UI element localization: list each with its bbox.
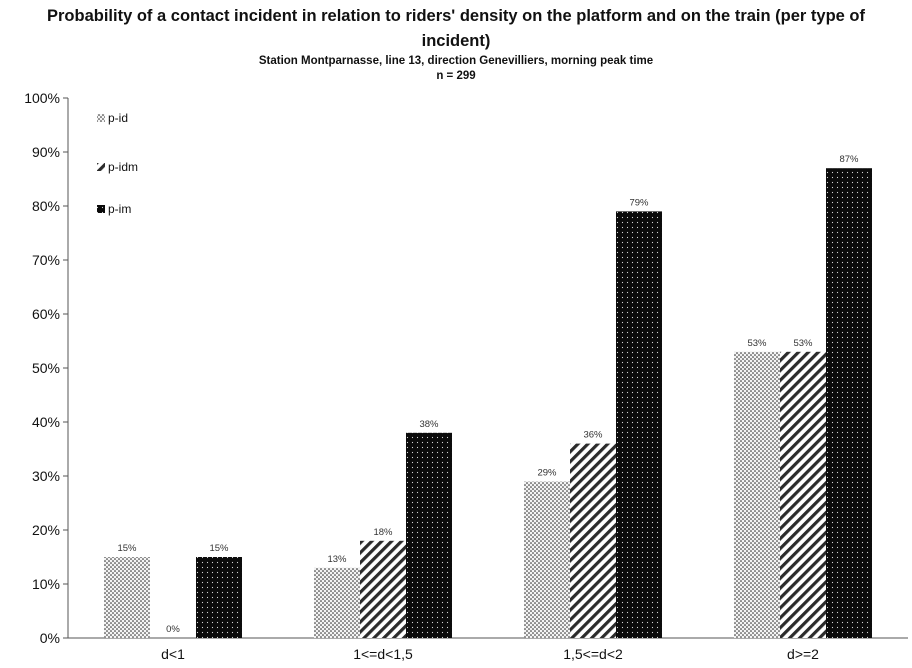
bar-p-idm [360,540,406,638]
data-label: 15% [117,543,137,554]
bar-p-im [406,432,452,638]
legend-swatch-p-id [97,114,105,122]
bar-p-idm [780,351,826,638]
legend: p-id p-idm p-im [97,111,138,216]
y-tick-label: 30% [32,468,60,484]
data-label: 38% [419,419,439,430]
y-tick-label: 100% [24,90,60,106]
bar-p-id [104,557,150,638]
legend-label-p-im: p-im [108,202,131,216]
data-label: 36% [583,430,603,441]
data-label: 79% [629,197,649,208]
chart-titles: Probability of a contact incident in rel… [0,0,912,84]
data-label: 87% [839,154,859,165]
data-label: 53% [747,338,767,349]
legend-swatch-p-im [97,205,105,213]
data-label: 53% [793,338,813,349]
chart-title: Probability of a contact incident in rel… [47,7,865,50]
bars: 15% 0% 15% 13% 18% 38% 29% 36% 79% 53% 53% 87% [104,154,872,638]
axes: 0% 10% 20% 30% 40% 50% 60% 70% 80% 90% 100% d<1 1<=d… [24,90,908,662]
chart-subtitle-line-1: Station Montparnasse, line 13, direction… [258,55,654,67]
chart-subtitle-line-2: n = 299 [436,70,476,82]
y-tick-label: 20% [32,522,60,538]
bar-p-im [196,557,242,638]
data-label: 0% [166,624,180,635]
legend-swatch-p-idm [97,163,105,171]
legend-label-p-idm: p-idm [108,160,138,174]
data-label: 13% [327,554,347,565]
x-tick-label: 1,5<=d<2 [563,646,623,662]
y-tick-label: 40% [32,414,60,430]
bar-p-idm [570,443,616,638]
bar-p-id [314,567,360,638]
x-tick-label: d>=2 [787,646,819,662]
data-label: 18% [373,527,393,538]
y-tick-label: 10% [32,576,60,592]
y-tick-label: 60% [32,306,60,322]
y-tick-label: 90% [32,144,60,160]
bar-p-id [734,351,780,638]
y-tick-label: 50% [32,360,60,376]
legend-label-p-id: p-id [108,111,128,125]
bar-p-id [524,481,570,638]
data-label: 29% [537,467,557,478]
bar-p-im [616,211,662,638]
data-label: 15% [209,543,229,554]
bar-p-im [826,168,872,638]
y-tick-label: 80% [32,198,60,214]
x-tick-label: d<1 [161,646,185,662]
y-tick-label: 0% [40,630,60,646]
y-tick-label: 70% [32,252,60,268]
x-tick-label: 1<=d<1,5 [353,646,413,662]
